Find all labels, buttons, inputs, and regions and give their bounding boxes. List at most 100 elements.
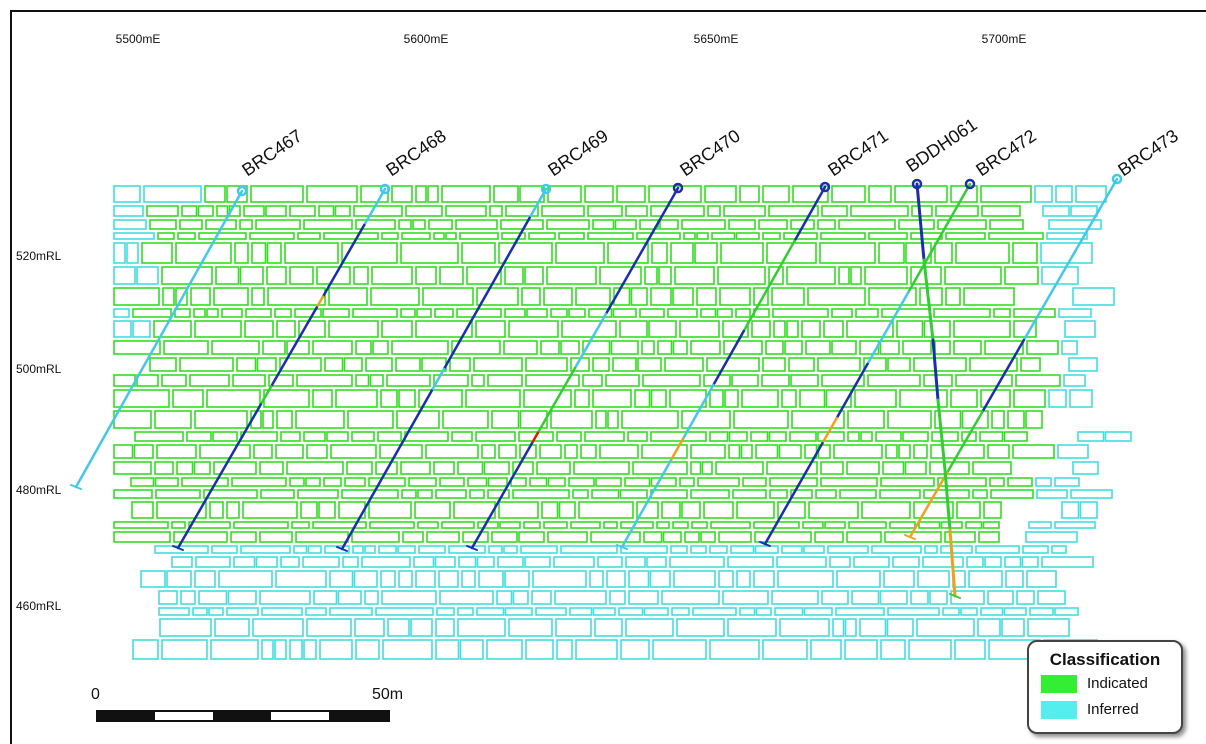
model-block: [427, 185, 439, 203]
model-block: [676, 618, 725, 637]
model-block: [504, 308, 526, 318]
model-block: [955, 374, 1013, 387]
model-block: [291, 521, 310, 529]
model-block: [846, 531, 882, 543]
drillhole-segment: [1022, 177, 1119, 342]
model-block: [274, 639, 287, 660]
model-block: [250, 185, 304, 203]
model-block: [1104, 431, 1132, 442]
model-block: [784, 340, 803, 355]
model-block: [940, 545, 973, 554]
model-block: [1068, 357, 1098, 372]
model-block: [498, 501, 539, 519]
model-block: [636, 232, 681, 240]
model-block: [262, 340, 286, 355]
model-block: [860, 431, 873, 442]
model-block: [879, 340, 900, 355]
drillhole-segment: [172, 545, 184, 551]
legend-title: Classification: [1049, 650, 1161, 669]
model-block: [426, 531, 460, 543]
model-block: [634, 389, 651, 408]
model-block: [817, 431, 845, 442]
model-block: [1028, 521, 1052, 529]
model-block: [887, 607, 940, 616]
model-block: [512, 489, 570, 499]
model-block: [965, 521, 983, 529]
model-block: [853, 556, 890, 568]
model-block: [233, 556, 256, 568]
model-block: [733, 410, 789, 429]
model-block: [439, 266, 464, 285]
model-block: [415, 570, 436, 588]
model-block: [573, 461, 630, 475]
model-block: [779, 618, 830, 637]
model-block: [400, 308, 416, 318]
model-block: [445, 232, 457, 240]
model-block: [722, 590, 769, 605]
model-block: [669, 556, 725, 568]
model-block: [808, 501, 859, 519]
model-block: [619, 320, 648, 338]
model-block: [664, 357, 704, 372]
model-block: [466, 266, 502, 285]
model-block: [113, 444, 134, 459]
model-block: [540, 340, 560, 355]
model-block: [539, 444, 562, 459]
model-block: [554, 590, 607, 605]
model-block: [215, 266, 240, 285]
model-block: [690, 489, 730, 499]
model-block: [618, 607, 644, 616]
model-block: [1037, 590, 1066, 605]
model-block: [1046, 232, 1088, 240]
model-block: [694, 242, 718, 264]
model-block: [386, 374, 431, 387]
model-block: [568, 308, 586, 318]
model-block: [603, 521, 618, 529]
model-block: [820, 461, 844, 475]
model-block: [993, 308, 1011, 318]
model-block: [230, 531, 257, 543]
model-block: [469, 489, 485, 499]
model-block: [286, 461, 344, 475]
model-block: [1034, 185, 1053, 203]
model-block: [194, 410, 248, 429]
model-block: [718, 570, 734, 588]
model-block: [433, 232, 445, 240]
model-block: [1051, 545, 1067, 554]
model-block: [525, 639, 554, 660]
model-block: [777, 570, 834, 588]
model-block: [703, 501, 734, 519]
model-block: [989, 477, 1005, 487]
model-block: [381, 232, 399, 240]
model-block: [153, 320, 192, 338]
model-block: [592, 219, 615, 230]
model-block: [768, 431, 787, 442]
model-block: [523, 521, 541, 529]
model-block: [221, 308, 243, 318]
model-block: [1058, 308, 1092, 318]
model-block: [578, 501, 634, 519]
model-block: [650, 389, 667, 408]
drillhole-segment: [936, 398, 947, 472]
model-block: [355, 374, 370, 387]
model-block: [582, 374, 603, 387]
model-block: [505, 205, 539, 217]
model-block: [755, 607, 772, 616]
model-block: [553, 556, 595, 568]
model-block: [293, 545, 308, 554]
model-block: [704, 185, 737, 203]
model-block: [910, 232, 943, 240]
model-block: [267, 287, 326, 306]
model-block: [498, 444, 517, 459]
model-block: [329, 607, 373, 616]
model-block: [346, 461, 373, 475]
model-block: [790, 374, 819, 387]
model-block: [735, 308, 751, 318]
model-block: [353, 266, 369, 285]
rl-label: 520mRL: [16, 249, 62, 263]
model-block: [924, 545, 938, 554]
model-block: [543, 287, 573, 306]
model-block: [445, 205, 487, 217]
model-block: [175, 242, 232, 264]
model-block: [180, 590, 196, 605]
